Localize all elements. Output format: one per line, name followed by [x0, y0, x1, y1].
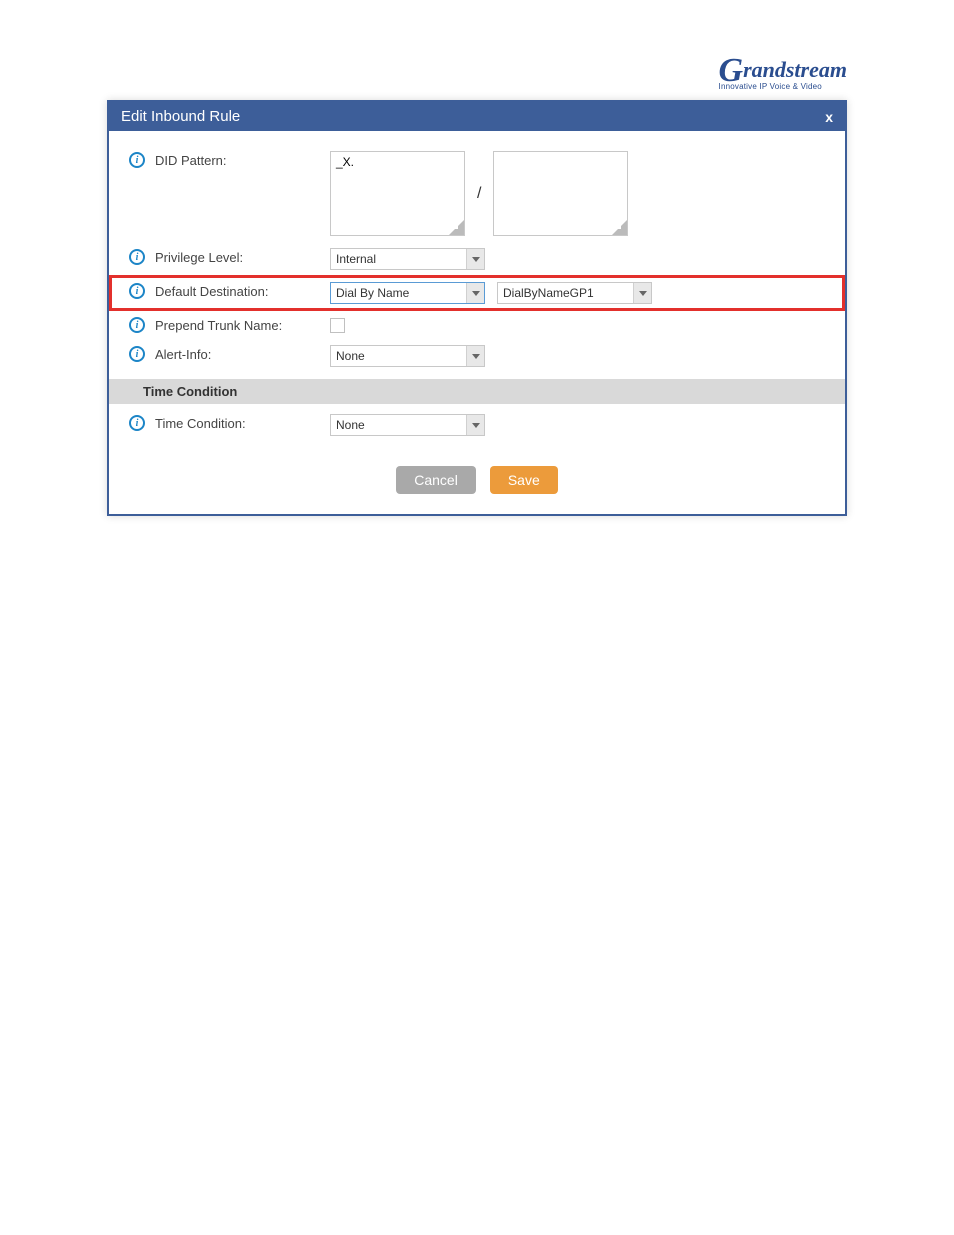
alert-info-select[interactable]: None — [330, 345, 485, 367]
prepend-trunk-label: Prepend Trunk Name: — [155, 316, 330, 333]
default-destination-target-value: DialByNameGP1 — [503, 286, 594, 300]
logo-area: Grandstream Innovative IP Voice & Video — [107, 0, 847, 100]
default-destination-controls: Dial By Name DialByNameGP1 — [330, 282, 652, 304]
info-icon[interactable]: i — [129, 152, 145, 168]
edit-inbound-rule-dialog: Edit Inbound Rule x i DID Pattern: / i P… — [107, 100, 847, 516]
alert-info-label: Alert-Info: — [155, 345, 330, 362]
did-pattern-label: DID Pattern: — [155, 151, 330, 168]
privilege-level-select[interactable]: Internal — [330, 248, 485, 270]
dialog-title: Edit Inbound Rule — [121, 108, 240, 125]
time-condition-value: None — [336, 418, 365, 432]
grandstream-logo: Grandstream Innovative IP Voice & Video — [719, 50, 847, 91]
logo-main-text: Grandstream — [719, 50, 847, 84]
row-alert-info: i Alert-Info: None — [109, 339, 845, 373]
time-condition-select[interactable]: None — [330, 414, 485, 436]
privilege-level-label: Privilege Level: — [155, 248, 330, 265]
dialog-buttons: Cancel Save — [109, 466, 845, 494]
row-prepend-trunk: i Prepend Trunk Name: — [109, 310, 845, 339]
info-icon[interactable]: i — [129, 346, 145, 362]
privilege-level-value: Internal — [336, 252, 376, 266]
chevron-down-icon — [466, 249, 484, 269]
default-destination-label: Default Destination: — [155, 282, 330, 299]
chevron-down-icon — [466, 346, 484, 366]
chevron-down-icon — [466, 283, 484, 303]
row-time-condition: i Time Condition: None — [109, 408, 845, 442]
prepend-trunk-controls — [330, 316, 345, 333]
time-condition-controls: None — [330, 414, 485, 436]
time-condition-label: Time Condition: — [155, 414, 330, 431]
save-button[interactable]: Save — [490, 466, 558, 494]
cancel-button[interactable]: Cancel — [396, 466, 476, 494]
did-pattern-textarea-1[interactable] — [330, 151, 465, 236]
did-pattern-separator: / — [477, 185, 481, 203]
privilege-level-controls: Internal — [330, 248, 485, 270]
info-icon[interactable]: i — [129, 317, 145, 333]
info-icon[interactable]: i — [129, 283, 145, 299]
default-destination-type-value: Dial By Name — [336, 286, 409, 300]
dialog-body: i DID Pattern: / i Privilege Level: Inte… — [109, 131, 845, 514]
info-icon[interactable]: i — [129, 249, 145, 265]
info-icon[interactable]: i — [129, 415, 145, 431]
chevron-down-icon — [633, 283, 651, 303]
row-privilege-level: i Privilege Level: Internal — [109, 242, 845, 276]
row-did-pattern: i DID Pattern: / — [109, 145, 845, 242]
dialog-header: Edit Inbound Rule x — [109, 102, 845, 131]
default-destination-target-select[interactable]: DialByNameGP1 — [497, 282, 652, 304]
did-pattern-textarea-2[interactable] — [493, 151, 628, 236]
did-pattern-controls: / — [330, 151, 628, 236]
alert-info-value: None — [336, 349, 365, 363]
row-default-destination: i Default Destination: Dial By Name Dial… — [109, 275, 845, 311]
prepend-trunk-checkbox[interactable] — [330, 318, 345, 333]
alert-info-controls: None — [330, 345, 485, 367]
close-icon[interactable]: x — [825, 109, 833, 125]
time-condition-section-header: Time Condition — [109, 379, 845, 404]
chevron-down-icon — [466, 415, 484, 435]
default-destination-type-select[interactable]: Dial By Name — [330, 282, 485, 304]
page: Grandstream Innovative IP Voice & Video … — [0, 0, 954, 516]
